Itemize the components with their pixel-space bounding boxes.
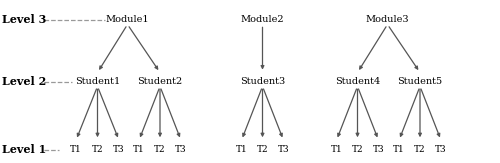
Text: T2: T2 [154,145,166,155]
Text: Student3: Student3 [240,77,285,86]
Text: Student5: Student5 [398,77,442,86]
Text: Level 2: Level 2 [2,76,47,87]
Text: T2: T2 [414,145,426,155]
Text: Level 1: Level 1 [2,144,47,156]
Text: T3: T3 [278,145,289,155]
Text: Student1: Student1 [75,77,120,86]
Text: T2: T2 [352,145,364,155]
Text: T2: T2 [256,145,268,155]
Text: Level 3: Level 3 [2,14,47,25]
Text: T1: T1 [70,145,82,155]
Text: Module2: Module2 [240,15,284,24]
Text: T1: T1 [330,145,342,155]
Text: T1: T1 [393,145,405,155]
Text: T1: T1 [236,145,248,155]
Text: T3: T3 [113,145,125,155]
Text: T1: T1 [133,145,145,155]
Text: T3: T3 [435,145,447,155]
Text: Student4: Student4 [335,77,380,86]
Text: Module3: Module3 [366,15,410,24]
Text: T3: T3 [175,145,187,155]
Text: Student2: Student2 [138,77,182,86]
Text: T3: T3 [372,145,384,155]
Text: Module1: Module1 [106,15,150,24]
Text: T2: T2 [92,145,104,155]
